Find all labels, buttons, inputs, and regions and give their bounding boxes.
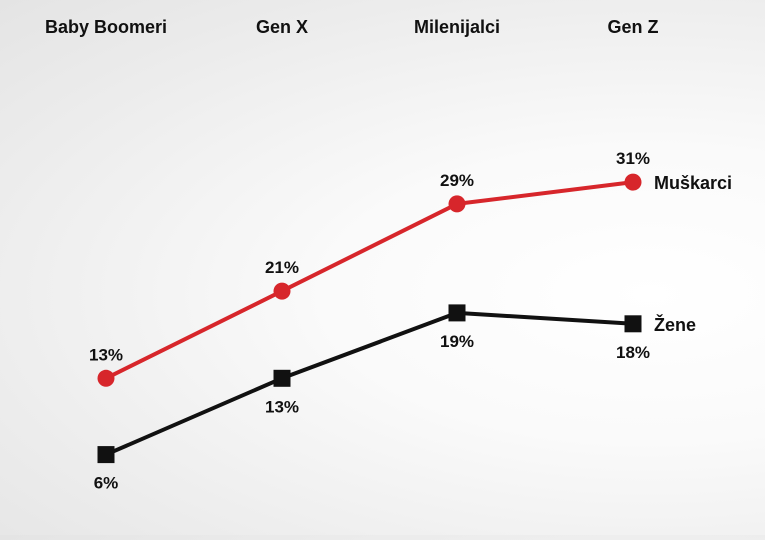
data-point-marker <box>97 446 115 464</box>
series-muskarci: 13% 21% 29% 31%Muškarci <box>89 149 732 387</box>
data-label: 21% <box>265 258 299 277</box>
data-label: 6% <box>94 474 119 493</box>
data-label: 19% <box>440 332 474 351</box>
data-label: 13% <box>265 397 299 416</box>
series-name-label: Žene <box>654 314 696 335</box>
category-label: Milenijalci <box>414 17 500 37</box>
series-layer: 13% 21% 29% 31%Muškarci 6% 13% 19% 18%Žene <box>89 149 732 493</box>
data-label: 13% <box>89 345 123 364</box>
data-point-marker <box>448 304 466 322</box>
category-labels: Baby Boomeri Gen X Milenijalci Gen Z <box>45 17 659 37</box>
series-zene: 6% 13% 19% 18%Žene <box>94 304 696 493</box>
data-label: 31% <box>616 149 650 168</box>
data-point-marker <box>273 369 291 387</box>
data-label: 29% <box>440 171 474 190</box>
category-label: Baby Boomeri <box>45 17 167 37</box>
category-label: Gen X <box>256 17 308 37</box>
data-point-marker <box>624 315 642 333</box>
data-point-marker <box>448 195 466 213</box>
data-point-marker <box>624 173 642 191</box>
series-line <box>104 180 635 381</box>
category-label: Gen Z <box>607 17 658 37</box>
data-point-marker <box>97 369 115 387</box>
series-name-label: Muškarci <box>654 173 732 193</box>
series-line <box>104 310 635 457</box>
data-point-marker <box>273 282 291 300</box>
data-label: 18% <box>616 343 650 362</box>
